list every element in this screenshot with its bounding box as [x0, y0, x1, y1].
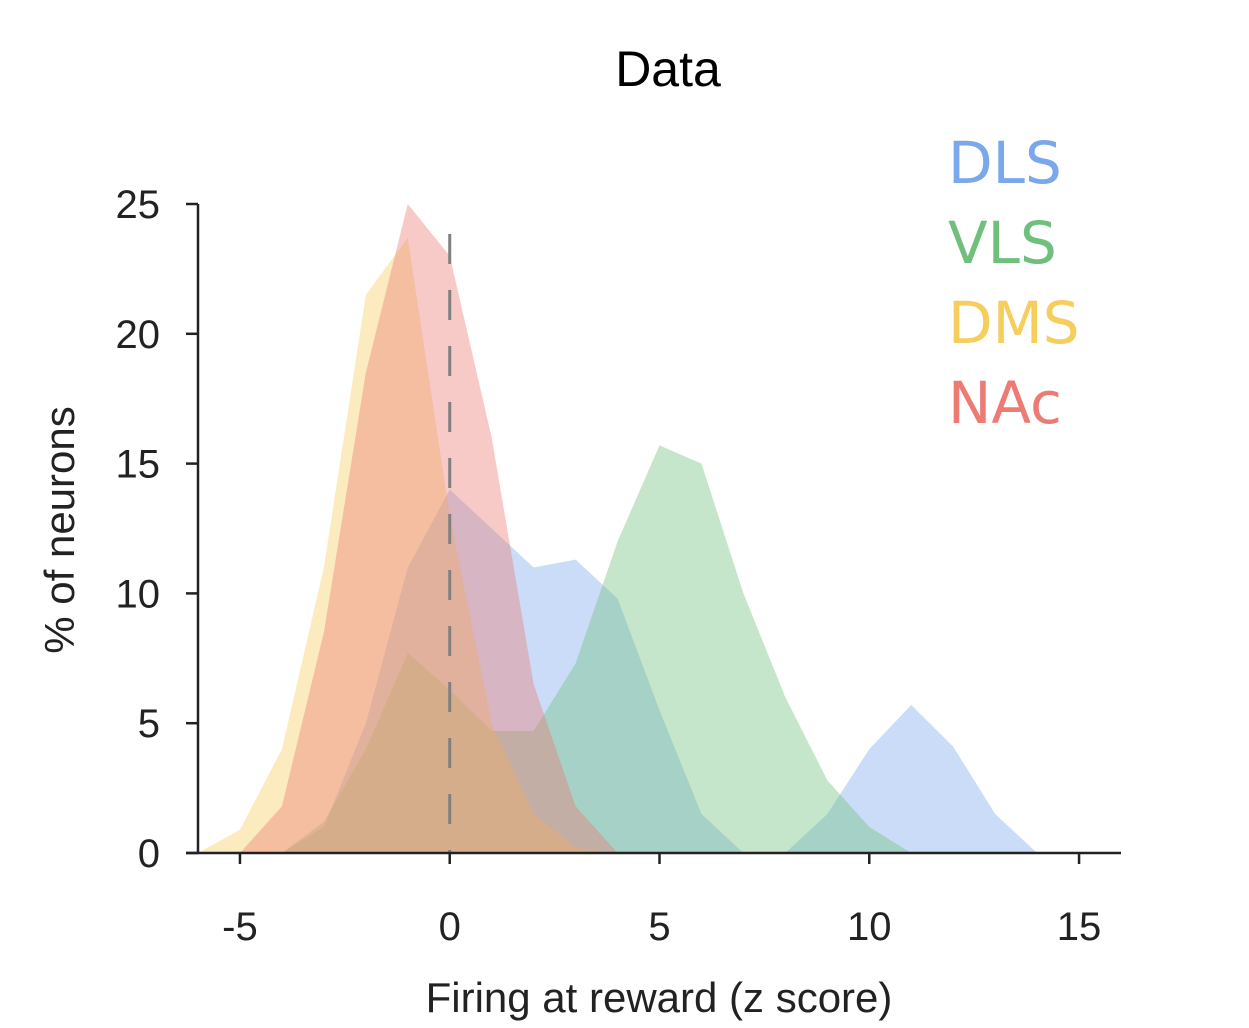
area-layer: [198, 204, 1038, 854]
legend-dls: DLS: [948, 129, 1062, 197]
x-tick-label: 15: [1057, 905, 1102, 949]
x-axis-label: Firing at reward (z score): [426, 974, 893, 1021]
legend-dms: DMS: [948, 289, 1080, 357]
y-tick-label: 0: [138, 832, 160, 876]
legend: DLS VLS DMS NAc: [948, 129, 1080, 437]
y-tick-label: 10: [116, 572, 161, 616]
legend-vls: VLS: [948, 209, 1057, 277]
x-tick-label: 10: [847, 905, 892, 949]
y-tick-label: 5: [138, 702, 160, 746]
y-tick-label: 15: [116, 443, 161, 487]
area-nac: [239, 204, 618, 853]
x-tick-label: 0: [439, 905, 461, 949]
area-dls: [281, 489, 1038, 853]
axes: -5 0 5 10 15 0 5 10 15 20 25: [116, 183, 1121, 949]
x-tick-label: -5: [222, 905, 258, 949]
y-tick-label: 25: [116, 183, 161, 227]
legend-nac: NAc: [948, 369, 1062, 437]
area-vls: [281, 445, 912, 853]
chart-title: Data: [615, 41, 721, 97]
area-dms: [198, 237, 618, 854]
y-axis-label: % of neurons: [36, 406, 83, 654]
x-tick-label: 5: [648, 905, 670, 949]
y-tick-label: 20: [116, 313, 161, 357]
